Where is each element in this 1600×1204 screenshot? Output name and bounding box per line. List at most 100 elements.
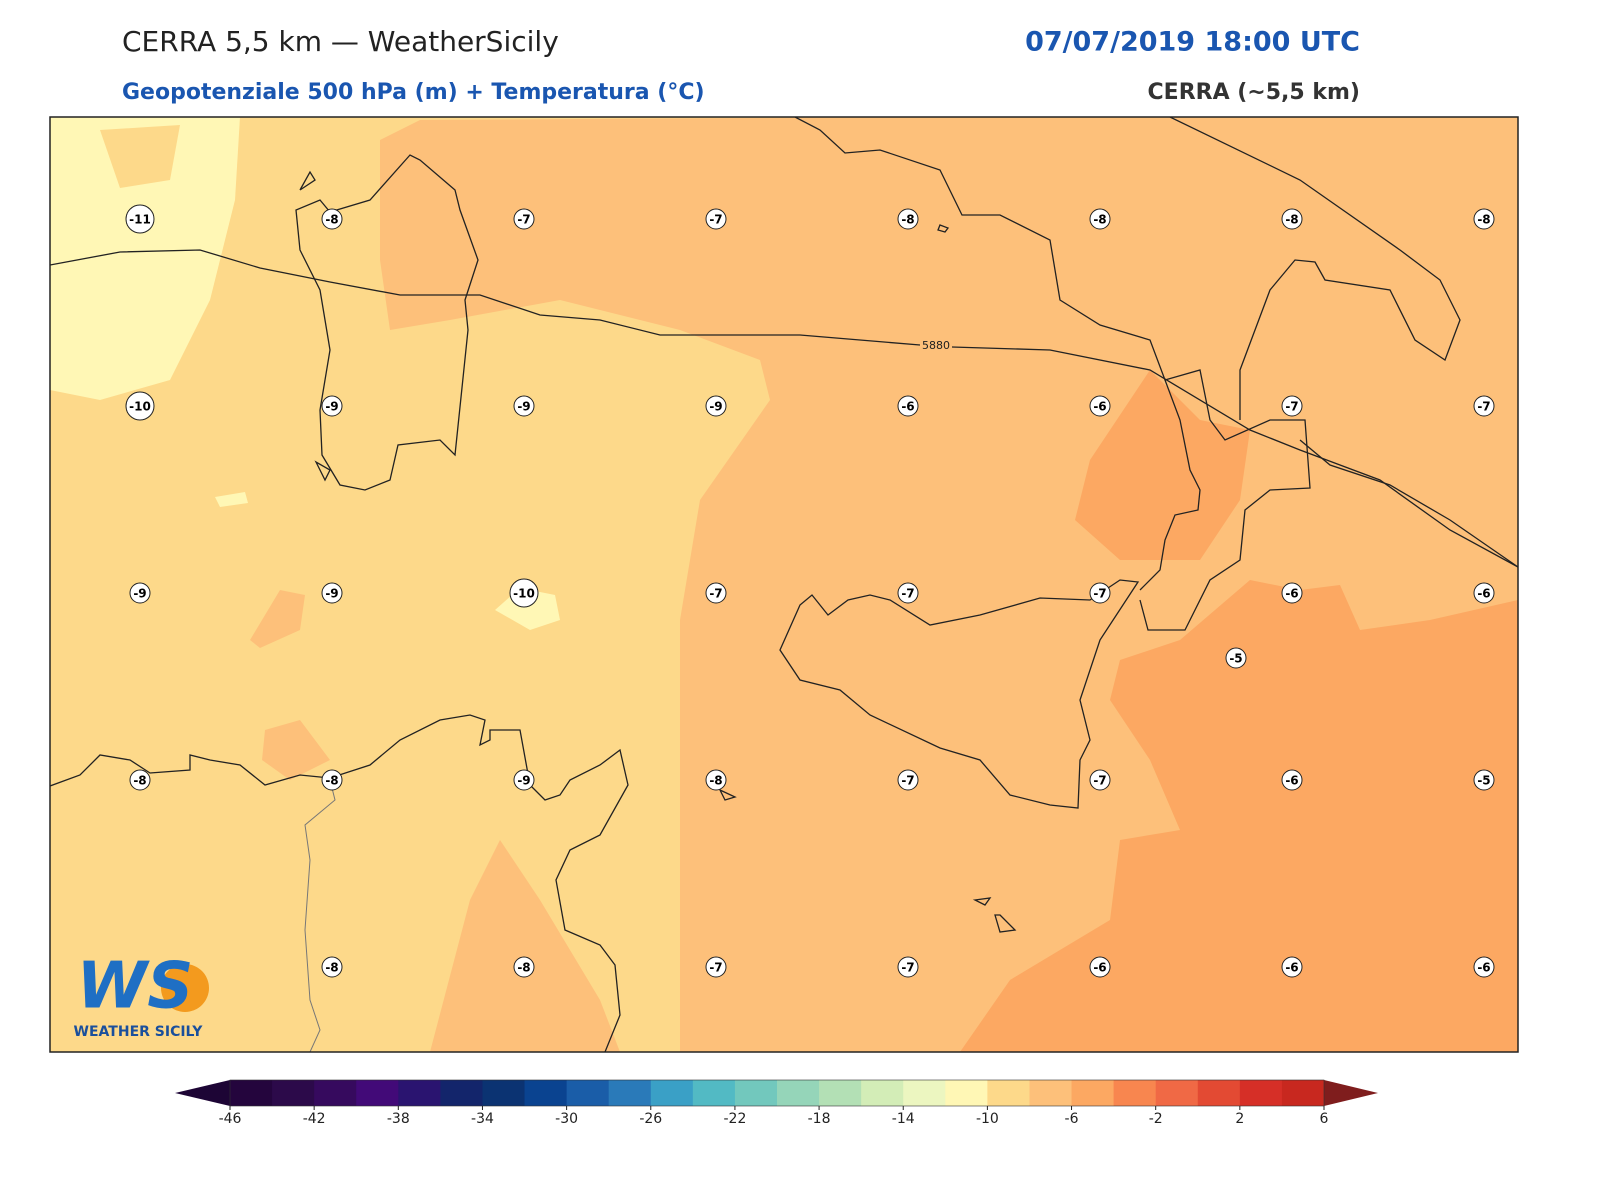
contour-line <box>50 249 1518 568</box>
station-value: -10 <box>513 587 535 601</box>
coastline <box>1169 117 1461 420</box>
station-marker <box>321 582 343 604</box>
station-marker <box>129 582 151 604</box>
colorbar-tick-label: -38 <box>387 1111 410 1127</box>
station-value: -8 <box>133 774 146 788</box>
colorbar-tick-label: -6 <box>1065 1111 1079 1127</box>
station-value: -6 <box>1477 587 1490 601</box>
station-value: -7 <box>901 587 914 601</box>
station-value: -7 <box>1477 400 1490 414</box>
logo-mark: WS <box>77 950 194 1024</box>
station-marker <box>705 208 727 230</box>
station-marker <box>1281 395 1303 417</box>
colorbar-tick-label: -10 <box>976 1111 999 1127</box>
colorbar-bin <box>482 1080 526 1106</box>
station-value: -7 <box>901 774 914 788</box>
colorbar-frame <box>229 1079 1325 1107</box>
colorbar-tick-label: -42 <box>303 1111 326 1127</box>
station-value: -8 <box>325 961 338 975</box>
logo-name: WEATHER SICILY <box>74 1024 204 1040</box>
station-value: -8 <box>1093 213 1106 227</box>
station-marker <box>1473 582 1495 604</box>
station-value: -8 <box>517 961 530 975</box>
colorbar-bin <box>524 1080 568 1106</box>
station-value: -7 <box>709 587 722 601</box>
station-marker <box>1281 582 1303 604</box>
colorbar-bin <box>1029 1080 1073 1106</box>
station-marker <box>897 208 919 230</box>
coastline <box>50 714 629 1052</box>
colorbar-bin <box>692 1080 736 1106</box>
station-marker <box>1473 208 1495 230</box>
station-marker <box>1281 208 1303 230</box>
station-value: -8 <box>901 213 914 227</box>
colorbar-bin <box>1239 1080 1283 1106</box>
station-value: -8 <box>325 213 338 227</box>
subtitle: Geopotenziale 500 hPa (m) + Temperatura … <box>122 80 705 105</box>
field-hot <box>960 580 1518 1052</box>
station-marker <box>897 956 919 978</box>
colorbar-bin <box>987 1080 1030 1106</box>
field-warm <box>250 590 330 780</box>
station-value: -6 <box>1285 961 1298 975</box>
colorbar-tick-label: -30 <box>555 1111 578 1127</box>
colorbar-bin <box>945 1080 988 1106</box>
colorbar-bin <box>777 1080 820 1106</box>
station-marker <box>513 395 535 417</box>
colorbar-tick-label: -14 <box>892 1111 915 1127</box>
field <box>100 125 180 188</box>
colorbar-bin <box>230 1080 273 1106</box>
station-marker <box>509 578 539 608</box>
station-value: -6 <box>901 400 914 414</box>
station-value: -7 <box>1285 400 1298 414</box>
station-marker <box>1089 769 1111 791</box>
colorbar-bin <box>1113 1080 1157 1106</box>
logo-sun <box>161 964 209 1012</box>
colorbar-tick-label: 2 <box>1235 1111 1244 1127</box>
station-value: -7 <box>901 961 914 975</box>
logo: WS WEATHER SICILY <box>74 950 209 1040</box>
station-marker <box>1089 956 1111 978</box>
colorbar-bin <box>819 1080 862 1106</box>
station-marker <box>897 582 919 604</box>
colorbar-bin <box>1155 1080 1199 1106</box>
station-value: -6 <box>1285 587 1298 601</box>
station-marker <box>897 769 919 791</box>
coastline <box>779 579 1140 809</box>
station-marker <box>321 395 343 417</box>
coastline <box>295 154 479 491</box>
colorbar-bin <box>314 1080 357 1106</box>
station-marker <box>513 956 535 978</box>
colorbar-bin <box>861 1080 904 1106</box>
station-value: -8 <box>325 774 338 788</box>
station-marker <box>1089 395 1111 417</box>
colorbar-bin <box>1281 1080 1325 1106</box>
colorbar-over <box>1324 1080 1378 1106</box>
station-value: -5 <box>1477 774 1490 788</box>
station-value: -11 <box>129 213 151 227</box>
station-value: -8 <box>1477 213 1490 227</box>
station-marker <box>129 769 151 791</box>
station-marker <box>513 769 535 791</box>
station-value: -7 <box>1093 587 1106 601</box>
map: 5880 <box>49 116 1519 1053</box>
station-value: -10 <box>129 400 151 414</box>
station-value: -6 <box>1285 774 1298 788</box>
station-value: -9 <box>325 400 338 414</box>
station-value: -8 <box>1285 213 1298 227</box>
station-value: -6 <box>1477 961 1490 975</box>
colorbar-tick-label: -46 <box>219 1111 242 1127</box>
border <box>304 779 336 1052</box>
station-marker <box>1089 208 1111 230</box>
station-marker <box>321 956 343 978</box>
station-value: -7 <box>709 213 722 227</box>
station-value: -9 <box>517 400 530 414</box>
station-marker <box>513 208 535 230</box>
field-warm <box>430 840 620 1052</box>
station-value: -6 <box>1093 961 1106 975</box>
colorbar-bin <box>1197 1080 1241 1106</box>
station-value: -9 <box>709 400 722 414</box>
station-marker <box>321 208 343 230</box>
colorbar-bin <box>356 1080 399 1106</box>
